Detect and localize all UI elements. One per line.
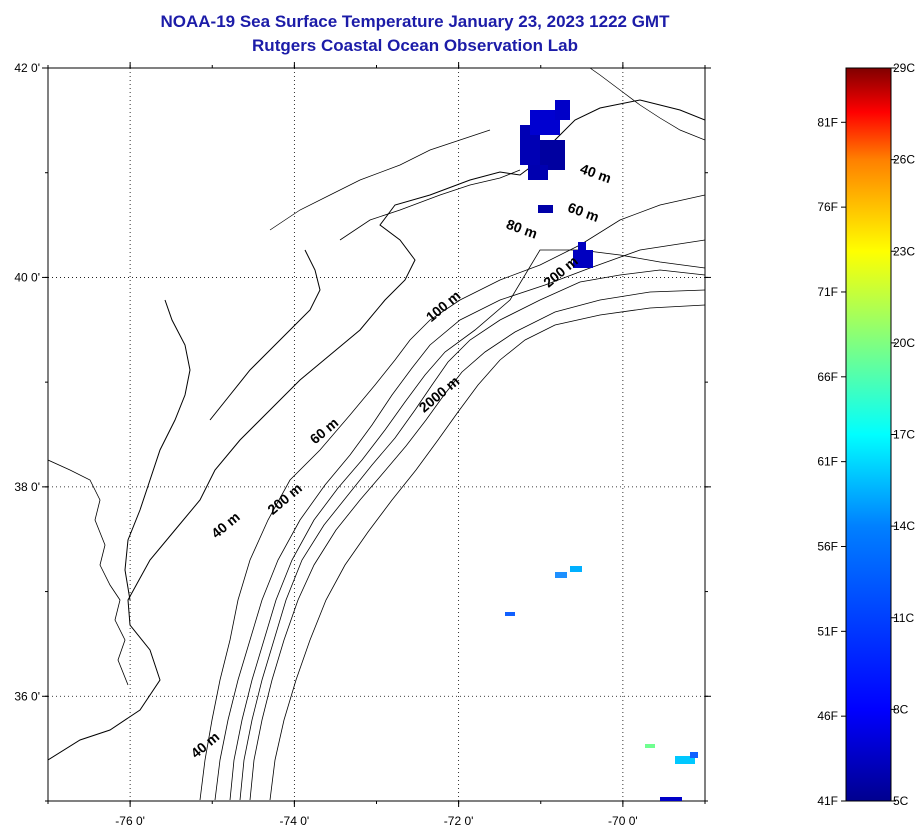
isobath-100m bbox=[239, 269, 705, 801]
chesapeake-shore bbox=[124, 299, 191, 601]
colorbar-celsius-label: 14C bbox=[893, 519, 915, 533]
colorbar-fahrenheit-label: 56F bbox=[817, 539, 838, 553]
colorbar-fahrenheit-label: 71F bbox=[817, 285, 838, 299]
colorbar-celsius-label: 17C bbox=[893, 428, 915, 442]
colorbar-fahrenheit-label: 61F bbox=[817, 455, 838, 469]
lon-tick-label: -74 0' bbox=[280, 814, 310, 828]
temperature-colorbar bbox=[845, 67, 892, 802]
isobath-200m bbox=[249, 289, 705, 801]
lat-tick-label: 40 0' bbox=[14, 270, 40, 284]
colorbar-fahrenheit-label: 81F bbox=[817, 115, 838, 129]
colorbar-fahrenheit-label: 66F bbox=[817, 370, 838, 384]
lat-tick-label: 42 0' bbox=[14, 61, 40, 75]
western-shore bbox=[48, 459, 129, 686]
colorbar-fahrenheit-label: 51F bbox=[817, 624, 838, 638]
map-subtitle: Rutgers Coastal Ocean Observation Lab bbox=[252, 36, 578, 55]
colorbar-celsius-label: 5C bbox=[893, 794, 909, 808]
colorbar-celsius-label: 20C bbox=[893, 336, 915, 350]
colorbar-fahrenheit-label: 41F bbox=[817, 794, 838, 808]
colorbar-fahrenheit-label: 46F bbox=[817, 709, 838, 723]
map-title: NOAA-19 Sea Surface Temperature January … bbox=[160, 12, 670, 31]
colorbar-celsius-label: 29C bbox=[893, 61, 915, 75]
colorbar-fahrenheit-label: 76F bbox=[817, 200, 838, 214]
map-axis-ticks bbox=[42, 62, 711, 807]
ny-nj-inland bbox=[269, 129, 491, 231]
lon-tick-label: -72 0' bbox=[444, 814, 474, 828]
colorbar-celsius-label: 8C bbox=[893, 702, 909, 716]
colorbar-celsius-label: 23C bbox=[893, 244, 915, 258]
isobath-40m bbox=[199, 194, 705, 801]
isobath-60m bbox=[214, 239, 705, 801]
sst-pixels bbox=[505, 100, 698, 801]
map-axis-labels: 42 0' 40 0' 38 0' 36 0' -76 0' -74 0' -72 0' -7… bbox=[14, 61, 637, 828]
colorbar-celsius-label: 26C bbox=[893, 153, 915, 167]
isobath-outer bbox=[589, 68, 705, 141]
isobath-80m bbox=[229, 249, 705, 801]
lon-tick-label: -76 0' bbox=[115, 814, 145, 828]
lat-tick-label: 36 0' bbox=[14, 689, 40, 703]
delaware-bay-shore bbox=[209, 249, 321, 421]
isobath-2000m bbox=[269, 304, 705, 801]
map-frame bbox=[47, 67, 706, 802]
colorbar-celsius-label: 11C bbox=[893, 611, 914, 625]
lon-tick-label: -70 0' bbox=[608, 814, 638, 828]
colorbar-labels: 29C 26C 23C 20C 17C 14C 11C 8C 5C 81F 76F 71F 66F 61F… bbox=[817, 61, 915, 808]
lat-tick-label: 38 0' bbox=[14, 480, 40, 494]
long-island-shore bbox=[339, 169, 521, 241]
